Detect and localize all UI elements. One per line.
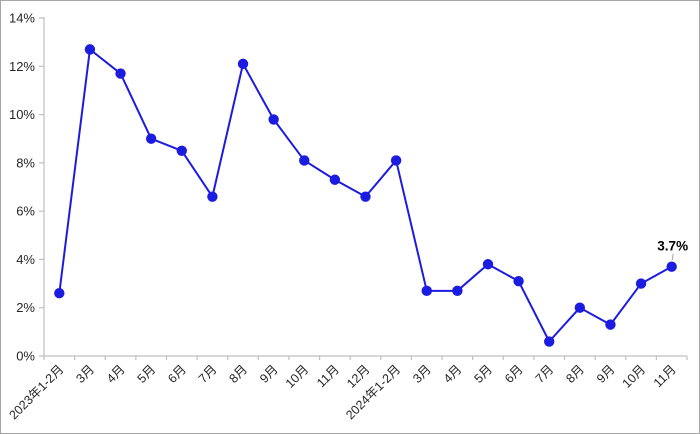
x-axis-label: 7月: [196, 362, 220, 386]
x-axis-label: 4月: [104, 362, 128, 386]
data-point: [513, 275, 524, 287]
x-axis-label: 7月: [533, 362, 557, 386]
data-point: [482, 259, 494, 270]
annotation-leader-line: [671, 253, 674, 261]
x-axis-label: 9月: [594, 362, 618, 386]
data-point: [176, 145, 187, 156]
data-point: [360, 191, 371, 202]
data-point: [237, 58, 249, 70]
data-point: [268, 114, 279, 125]
x-axis-label: 3月: [410, 362, 434, 386]
x-axis-label: 11月: [651, 362, 679, 390]
y-axis-label: 0%: [16, 349, 35, 364]
x-axis-label: 5月: [471, 362, 495, 386]
x-axis-label: 4月: [441, 362, 465, 386]
y-axis-label: 6%: [16, 204, 35, 219]
y-axis-label: 2%: [16, 300, 35, 315]
data-point: [574, 302, 586, 313]
data-point: [605, 319, 616, 330]
data-point: [145, 133, 157, 144]
x-axis-label: 8月: [563, 362, 587, 386]
x-axis-label: 6月: [502, 362, 526, 386]
y-axis-label: 10%: [9, 107, 35, 122]
data-point: [544, 336, 555, 347]
y-axis-label: 8%: [16, 155, 35, 170]
data-point: [666, 261, 677, 272]
y-axis-label: 4%: [16, 252, 35, 267]
x-axis-label: 3月: [73, 362, 97, 386]
x-axis-label: 10月: [620, 362, 649, 391]
x-axis-label: 5月: [135, 362, 159, 386]
data-point: [207, 191, 218, 202]
x-axis-label: 2024年1-2月: [343, 362, 403, 422]
data-point: [452, 285, 463, 297]
data-point: [84, 44, 96, 55]
x-axis-label: 6月: [165, 362, 189, 386]
x-axis-label: 10月: [283, 362, 312, 391]
data-point: [54, 288, 65, 299]
x-axis-label: 8月: [226, 362, 250, 386]
data-label: 3.7%: [657, 239, 688, 254]
x-axis-label: 2023年1-2月: [6, 362, 66, 422]
data-point: [635, 278, 647, 289]
y-axis-label: 14%: [9, 11, 35, 26]
data-point: [115, 68, 126, 79]
x-axis-label: 9月: [257, 362, 281, 386]
data-point: [421, 285, 432, 297]
y-axis-label: 12%: [9, 59, 35, 74]
data-point: [299, 155, 310, 166]
x-axis-label: 11月: [314, 362, 342, 390]
data-point: [329, 174, 341, 185]
data-point: [390, 155, 402, 166]
